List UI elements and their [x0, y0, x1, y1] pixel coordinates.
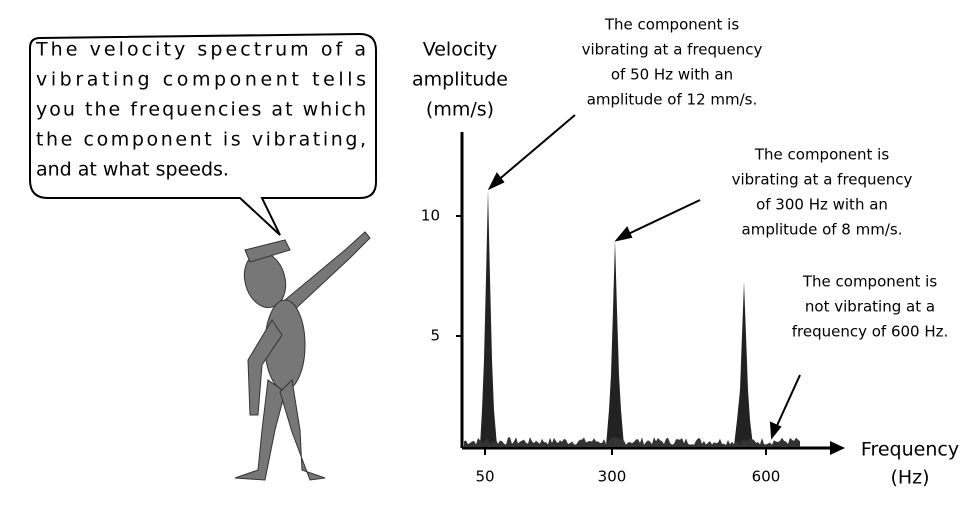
y-axis-label: (mm/s)	[426, 99, 494, 121]
bubble-line: The velocity spectrum of a	[35, 39, 366, 61]
bubble-line: and at what speeds.	[36, 159, 229, 181]
y-tick-label: 10	[421, 207, 440, 225]
y-tick-label: 5	[430, 327, 440, 345]
x-axis-label: Frequency	[861, 439, 959, 461]
bubble-line: the component is vibrating,	[36, 129, 366, 151]
y-axis-label: amplitude	[412, 69, 508, 91]
annotation-line: vibrating at a frequency	[732, 171, 913, 189]
y-axis-label: Velocity	[423, 39, 498, 61]
x-tick-label: 300	[598, 468, 627, 486]
annotation-line: of 50 Hz with an	[611, 66, 733, 84]
noise	[464, 437, 800, 447]
x-axis-arrow	[830, 441, 845, 455]
annotation-line: The component is	[802, 273, 937, 291]
x-axis-label: (Hz)	[890, 467, 929, 489]
figure	[234, 231, 371, 481]
annotation-line: of 300 Hz with an	[756, 196, 888, 214]
annotation-line: not vibrating at a	[805, 298, 935, 316]
annotation-line: frequency of 600 Hz.	[792, 323, 949, 341]
annotation-line: amplitude of 12 mm/s.	[587, 91, 758, 109]
annotation-line: amplitude of 8 mm/s.	[742, 221, 903, 239]
spectrum-peaks	[480, 190, 753, 446]
x-tick-label: 600	[752, 468, 781, 486]
annotation-line: The component is	[604, 16, 739, 34]
x-tick-label: 50	[475, 468, 494, 486]
annotation-line: The component is	[754, 146, 889, 164]
annotation-line: vibrating at a frequency	[582, 41, 763, 59]
speech-bubble	[29, 32, 377, 236]
bubble-line: you the frequencies at which	[36, 99, 366, 121]
spectrum-noise	[464, 437, 800, 447]
annotation-arrows	[487, 114, 801, 440]
